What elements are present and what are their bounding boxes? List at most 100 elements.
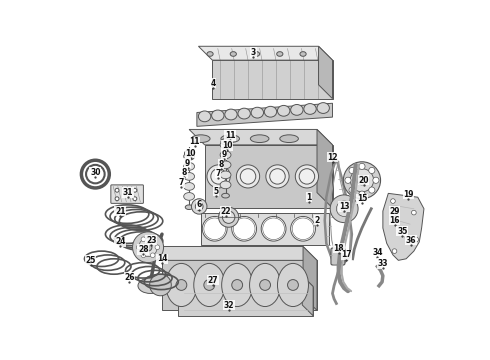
Circle shape <box>345 177 351 183</box>
Ellipse shape <box>184 150 194 156</box>
Ellipse shape <box>194 264 225 306</box>
Circle shape <box>149 274 171 296</box>
Text: 8: 8 <box>218 159 223 168</box>
Ellipse shape <box>249 264 281 306</box>
Circle shape <box>150 237 155 242</box>
Circle shape <box>357 176 367 185</box>
Ellipse shape <box>184 163 195 170</box>
Ellipse shape <box>220 171 231 179</box>
Text: 20: 20 <box>358 176 369 185</box>
Text: 22: 22 <box>220 207 231 216</box>
Text: 28: 28 <box>138 245 148 254</box>
Text: 2: 2 <box>315 216 319 225</box>
Polygon shape <box>212 60 333 99</box>
Ellipse shape <box>250 135 269 143</box>
Circle shape <box>141 237 146 242</box>
Text: 26: 26 <box>124 273 135 282</box>
Text: 12: 12 <box>327 153 338 162</box>
Ellipse shape <box>300 52 306 56</box>
Ellipse shape <box>198 111 211 122</box>
Text: 35: 35 <box>397 226 408 235</box>
Ellipse shape <box>184 172 195 180</box>
Ellipse shape <box>166 264 197 306</box>
Circle shape <box>330 195 358 222</box>
Circle shape <box>176 280 187 291</box>
Ellipse shape <box>207 52 213 56</box>
Circle shape <box>359 163 365 170</box>
Circle shape <box>211 169 226 184</box>
Text: 10: 10 <box>185 149 196 158</box>
Polygon shape <box>303 247 317 310</box>
Ellipse shape <box>264 106 277 117</box>
Circle shape <box>144 243 152 251</box>
Text: 36: 36 <box>406 236 416 245</box>
Text: 29: 29 <box>389 207 400 216</box>
Circle shape <box>368 187 375 193</box>
Text: 5: 5 <box>214 186 219 195</box>
Circle shape <box>133 188 137 192</box>
Circle shape <box>240 169 256 184</box>
Text: 25: 25 <box>86 256 96 265</box>
Circle shape <box>115 197 119 201</box>
Ellipse shape <box>138 278 163 293</box>
Circle shape <box>204 280 215 291</box>
Ellipse shape <box>221 264 253 306</box>
Circle shape <box>414 237 418 242</box>
Text: 23: 23 <box>146 236 156 245</box>
Ellipse shape <box>225 109 237 120</box>
Circle shape <box>232 280 243 291</box>
Circle shape <box>139 238 157 256</box>
Circle shape <box>341 206 347 212</box>
Ellipse shape <box>230 52 236 56</box>
Ellipse shape <box>220 181 231 189</box>
Polygon shape <box>197 103 333 126</box>
Text: 11: 11 <box>225 131 236 140</box>
Polygon shape <box>318 46 333 99</box>
Ellipse shape <box>277 52 283 56</box>
Ellipse shape <box>221 193 229 198</box>
Text: 10: 10 <box>222 141 232 150</box>
Polygon shape <box>177 287 313 316</box>
Circle shape <box>202 216 227 241</box>
Circle shape <box>368 167 375 174</box>
Ellipse shape <box>184 183 195 190</box>
Circle shape <box>350 169 373 192</box>
Circle shape <box>196 203 203 210</box>
Text: 33: 33 <box>378 259 388 268</box>
Circle shape <box>207 165 230 188</box>
Circle shape <box>115 188 119 192</box>
Ellipse shape <box>221 139 230 145</box>
Polygon shape <box>162 260 317 310</box>
Ellipse shape <box>277 105 290 116</box>
Polygon shape <box>189 130 333 145</box>
Circle shape <box>343 162 381 199</box>
Ellipse shape <box>221 135 240 143</box>
Circle shape <box>133 197 137 201</box>
Text: 3: 3 <box>251 48 256 57</box>
Ellipse shape <box>212 110 224 121</box>
Text: 21: 21 <box>115 207 125 216</box>
Circle shape <box>133 232 164 263</box>
Text: 32: 32 <box>223 301 234 310</box>
Polygon shape <box>198 46 333 60</box>
Circle shape <box>263 218 285 239</box>
Circle shape <box>373 177 379 183</box>
Circle shape <box>260 280 270 291</box>
Ellipse shape <box>185 205 193 210</box>
Text: 9: 9 <box>185 159 190 168</box>
Circle shape <box>288 280 298 291</box>
Text: 11: 11 <box>189 137 200 146</box>
Circle shape <box>392 249 397 253</box>
FancyBboxPatch shape <box>331 248 345 265</box>
Circle shape <box>219 207 239 227</box>
Circle shape <box>349 167 355 174</box>
Text: 7: 7 <box>215 169 221 178</box>
Ellipse shape <box>184 193 195 200</box>
Circle shape <box>349 187 355 193</box>
Text: 14: 14 <box>157 254 167 263</box>
Circle shape <box>236 165 260 188</box>
Circle shape <box>391 199 395 203</box>
Ellipse shape <box>317 103 329 113</box>
Polygon shape <box>383 193 424 260</box>
Ellipse shape <box>277 264 309 306</box>
